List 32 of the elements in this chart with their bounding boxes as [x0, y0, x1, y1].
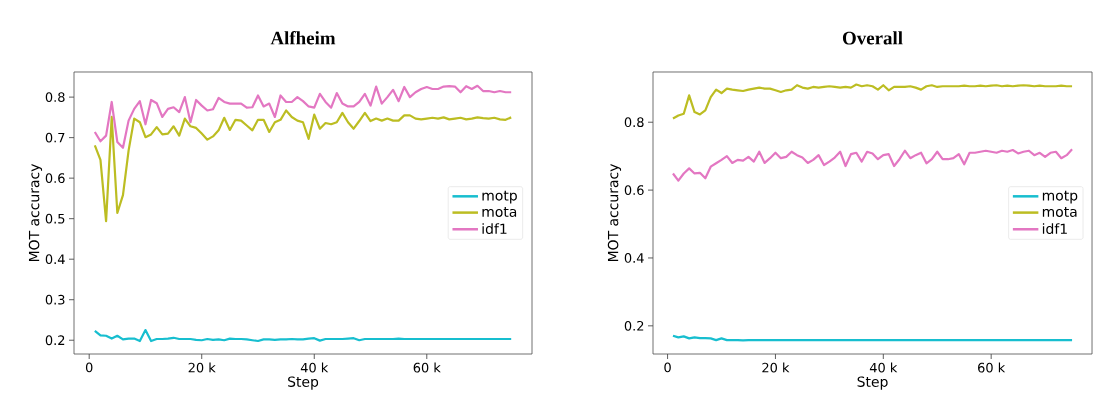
legend-label: mota: [482, 206, 517, 217]
y-tick-label: 0.2: [45, 335, 65, 346]
chart-title: Alfheim: [270, 30, 336, 45]
y-axis-title: MOT accuracy: [607, 163, 622, 262]
y-axis-title: MOT accuracy: [28, 163, 43, 262]
x-tick-label: 60 k: [978, 362, 1006, 373]
legend-label: motp: [1042, 190, 1078, 204]
y-tick-label: 0.5: [45, 213, 65, 224]
x-tick-label: 40 k: [869, 362, 898, 373]
y-tick-label: 0.2: [624, 320, 644, 331]
y-tick-label: 0.8: [624, 117, 644, 128]
y-tick-label: 0.4: [45, 254, 65, 265]
line-series: [671, 148, 1074, 182]
y-tick-label: 0.6: [45, 173, 65, 184]
x-axis-title: Step: [288, 376, 319, 390]
legend-label: idf1: [482, 223, 507, 235]
legend-label: mota: [1042, 206, 1077, 217]
chart-title: Overall: [842, 31, 903, 45]
legend-label: motp: [482, 190, 517, 204]
x-tick-label: 0: [664, 362, 671, 373]
y-tick-label: 0.6: [624, 185, 644, 195]
x-tick-label: 40 k: [300, 362, 329, 373]
x-tick-label: 0: [85, 362, 93, 373]
y-tick-label: 0.4: [624, 253, 644, 263]
legend-label: idf1: [1042, 223, 1067, 235]
y-tick-label: 0.3: [45, 294, 65, 305]
x-axis-title: Step: [857, 376, 888, 390]
x-tick-label: 20 k: [762, 362, 790, 373]
y-tick-label: 0.8: [45, 92, 65, 103]
y-tick-label: 0.7: [45, 132, 65, 143]
x-tick-label: 60 k: [413, 362, 441, 373]
x-tick-label: 20 k: [188, 362, 216, 373]
